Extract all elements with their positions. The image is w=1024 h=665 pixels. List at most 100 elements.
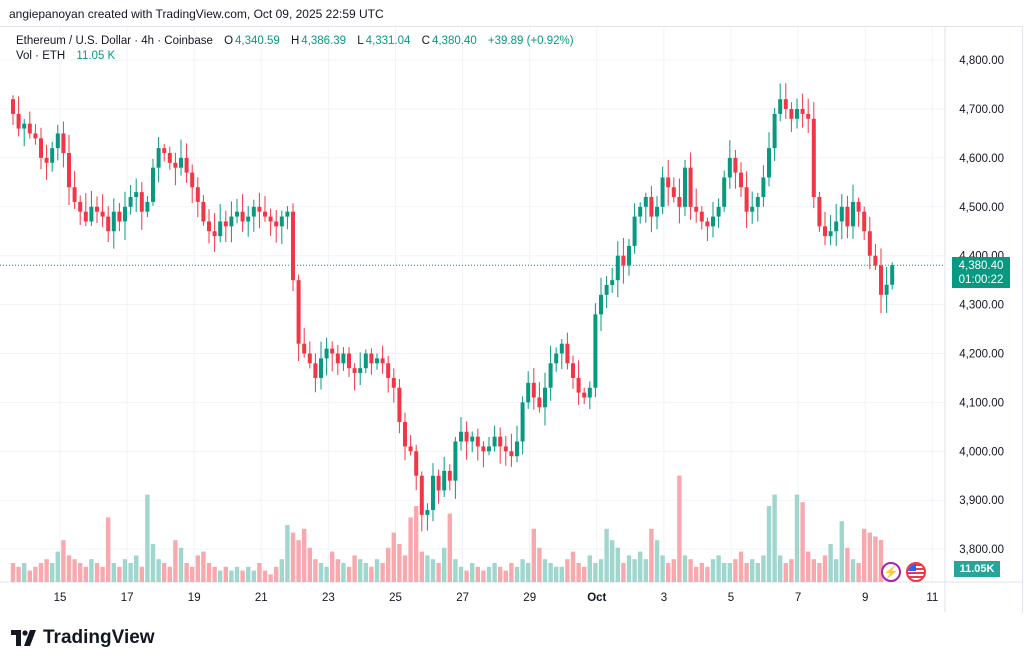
candle-body <box>330 348 335 354</box>
volume-bar <box>565 559 570 582</box>
volume-bar <box>481 570 486 582</box>
candle-body <box>811 118 816 198</box>
grid <box>0 27 1022 612</box>
volume-bar <box>509 563 514 582</box>
candle-body <box>408 446 413 452</box>
candle-body <box>655 206 659 217</box>
change-value: +39.89 (+0.92%) <box>487 35 574 47</box>
lightning-icon[interactable]: ⚡ <box>881 562 901 582</box>
chart-legend: Ethereum / U.S. Dollar · 4h · Coinbase O… <box>16 34 576 64</box>
volume-bar <box>733 559 738 582</box>
candle-body <box>576 377 581 393</box>
candle-body <box>498 436 503 447</box>
candle-body <box>778 99 783 114</box>
candle-body <box>162 148 167 154</box>
candle-body <box>218 221 223 237</box>
volume-bar <box>44 559 49 582</box>
x-tick-label: 3 <box>661 592 667 604</box>
volume-bar <box>330 551 335 582</box>
volume-bar <box>834 559 839 582</box>
candle-body <box>492 436 497 447</box>
symbol-title[interactable]: Ethereum / U.S. Dollar · 4h · Coinbase <box>16 35 213 47</box>
candle-body <box>705 221 710 227</box>
price-axis: 4,800.004,700.004,600.004,500.004,400.00… <box>959 55 1004 556</box>
us-flag-icon[interactable] <box>906 562 926 582</box>
volume-bar <box>363 563 368 582</box>
candle-body <box>442 470 447 491</box>
volume-bar <box>470 563 475 582</box>
volume-bar <box>223 566 228 582</box>
candle-body <box>761 177 766 198</box>
volume-bar <box>106 517 111 582</box>
candle-body <box>117 211 122 222</box>
volume-bars <box>10 475 884 582</box>
volume-bar <box>201 551 206 582</box>
volume-bar <box>262 570 268 582</box>
candle-body <box>470 436 475 442</box>
volume-bar <box>694 566 699 582</box>
volume-bar <box>778 555 783 582</box>
volume-bar <box>593 563 598 582</box>
candle-body <box>722 177 727 207</box>
candle-body <box>447 470 452 481</box>
candle-body <box>184 157 189 173</box>
volume-bar <box>738 551 744 582</box>
volume-bar <box>134 555 139 582</box>
candle-body <box>593 314 598 388</box>
volume-bar <box>218 570 223 582</box>
candle-body <box>638 206 643 217</box>
candle-body <box>873 255 878 266</box>
candle-body <box>173 162 178 168</box>
tradingview-logo[interactable]: TradingView <box>11 627 155 649</box>
candle-body <box>649 197 654 217</box>
candle-body <box>520 402 525 442</box>
volume-bar <box>150 544 156 582</box>
volume-bar <box>582 566 587 582</box>
volume-bar <box>526 563 531 582</box>
candle-body <box>699 211 704 222</box>
candle-body <box>274 221 279 227</box>
volume-bar <box>610 540 615 582</box>
high-label: H <box>290 35 300 47</box>
volume-bar <box>878 540 884 582</box>
volume-bar <box>27 570 32 582</box>
volume-bar <box>442 547 447 582</box>
candle-body <box>291 211 295 281</box>
x-tick-label: 9 <box>862 592 868 604</box>
candle-body <box>156 148 161 168</box>
candle-body <box>55 133 60 149</box>
volume-bar <box>626 555 632 582</box>
volume-bar <box>346 566 352 582</box>
volume-bar <box>794 494 800 582</box>
candle-body <box>397 387 402 422</box>
volume-bar <box>559 566 564 582</box>
candle-body <box>380 358 385 364</box>
candle-body <box>123 206 127 222</box>
candle-body <box>548 363 553 388</box>
volume-bar <box>638 551 643 582</box>
candle-body <box>806 113 811 119</box>
volume-bar <box>117 566 122 582</box>
y-tick-label: 4,700.00 <box>959 104 1004 116</box>
volume-bar <box>453 559 458 582</box>
volume-bar <box>89 559 94 582</box>
volume-bar <box>632 559 637 582</box>
candle-body <box>134 192 139 198</box>
candle-body <box>599 294 603 315</box>
volume-label: Vol · ETH <box>16 50 66 62</box>
volume-bar <box>800 502 805 582</box>
volume-bar <box>811 559 816 582</box>
volume-bar <box>845 547 850 582</box>
candle-body <box>604 285 609 295</box>
tradingview-logo-text: TradingView <box>43 627 155 648</box>
candle-body <box>559 343 564 354</box>
volume-bar <box>710 559 716 582</box>
candle-body <box>879 265 883 295</box>
volume-bar <box>16 566 21 582</box>
close-value: 4,380.40 <box>431 35 477 47</box>
candle-body <box>795 109 799 119</box>
y-tick-label: 4,000.00 <box>959 446 1004 458</box>
candle-body <box>554 353 559 364</box>
x-tick-label: 21 <box>255 592 268 604</box>
